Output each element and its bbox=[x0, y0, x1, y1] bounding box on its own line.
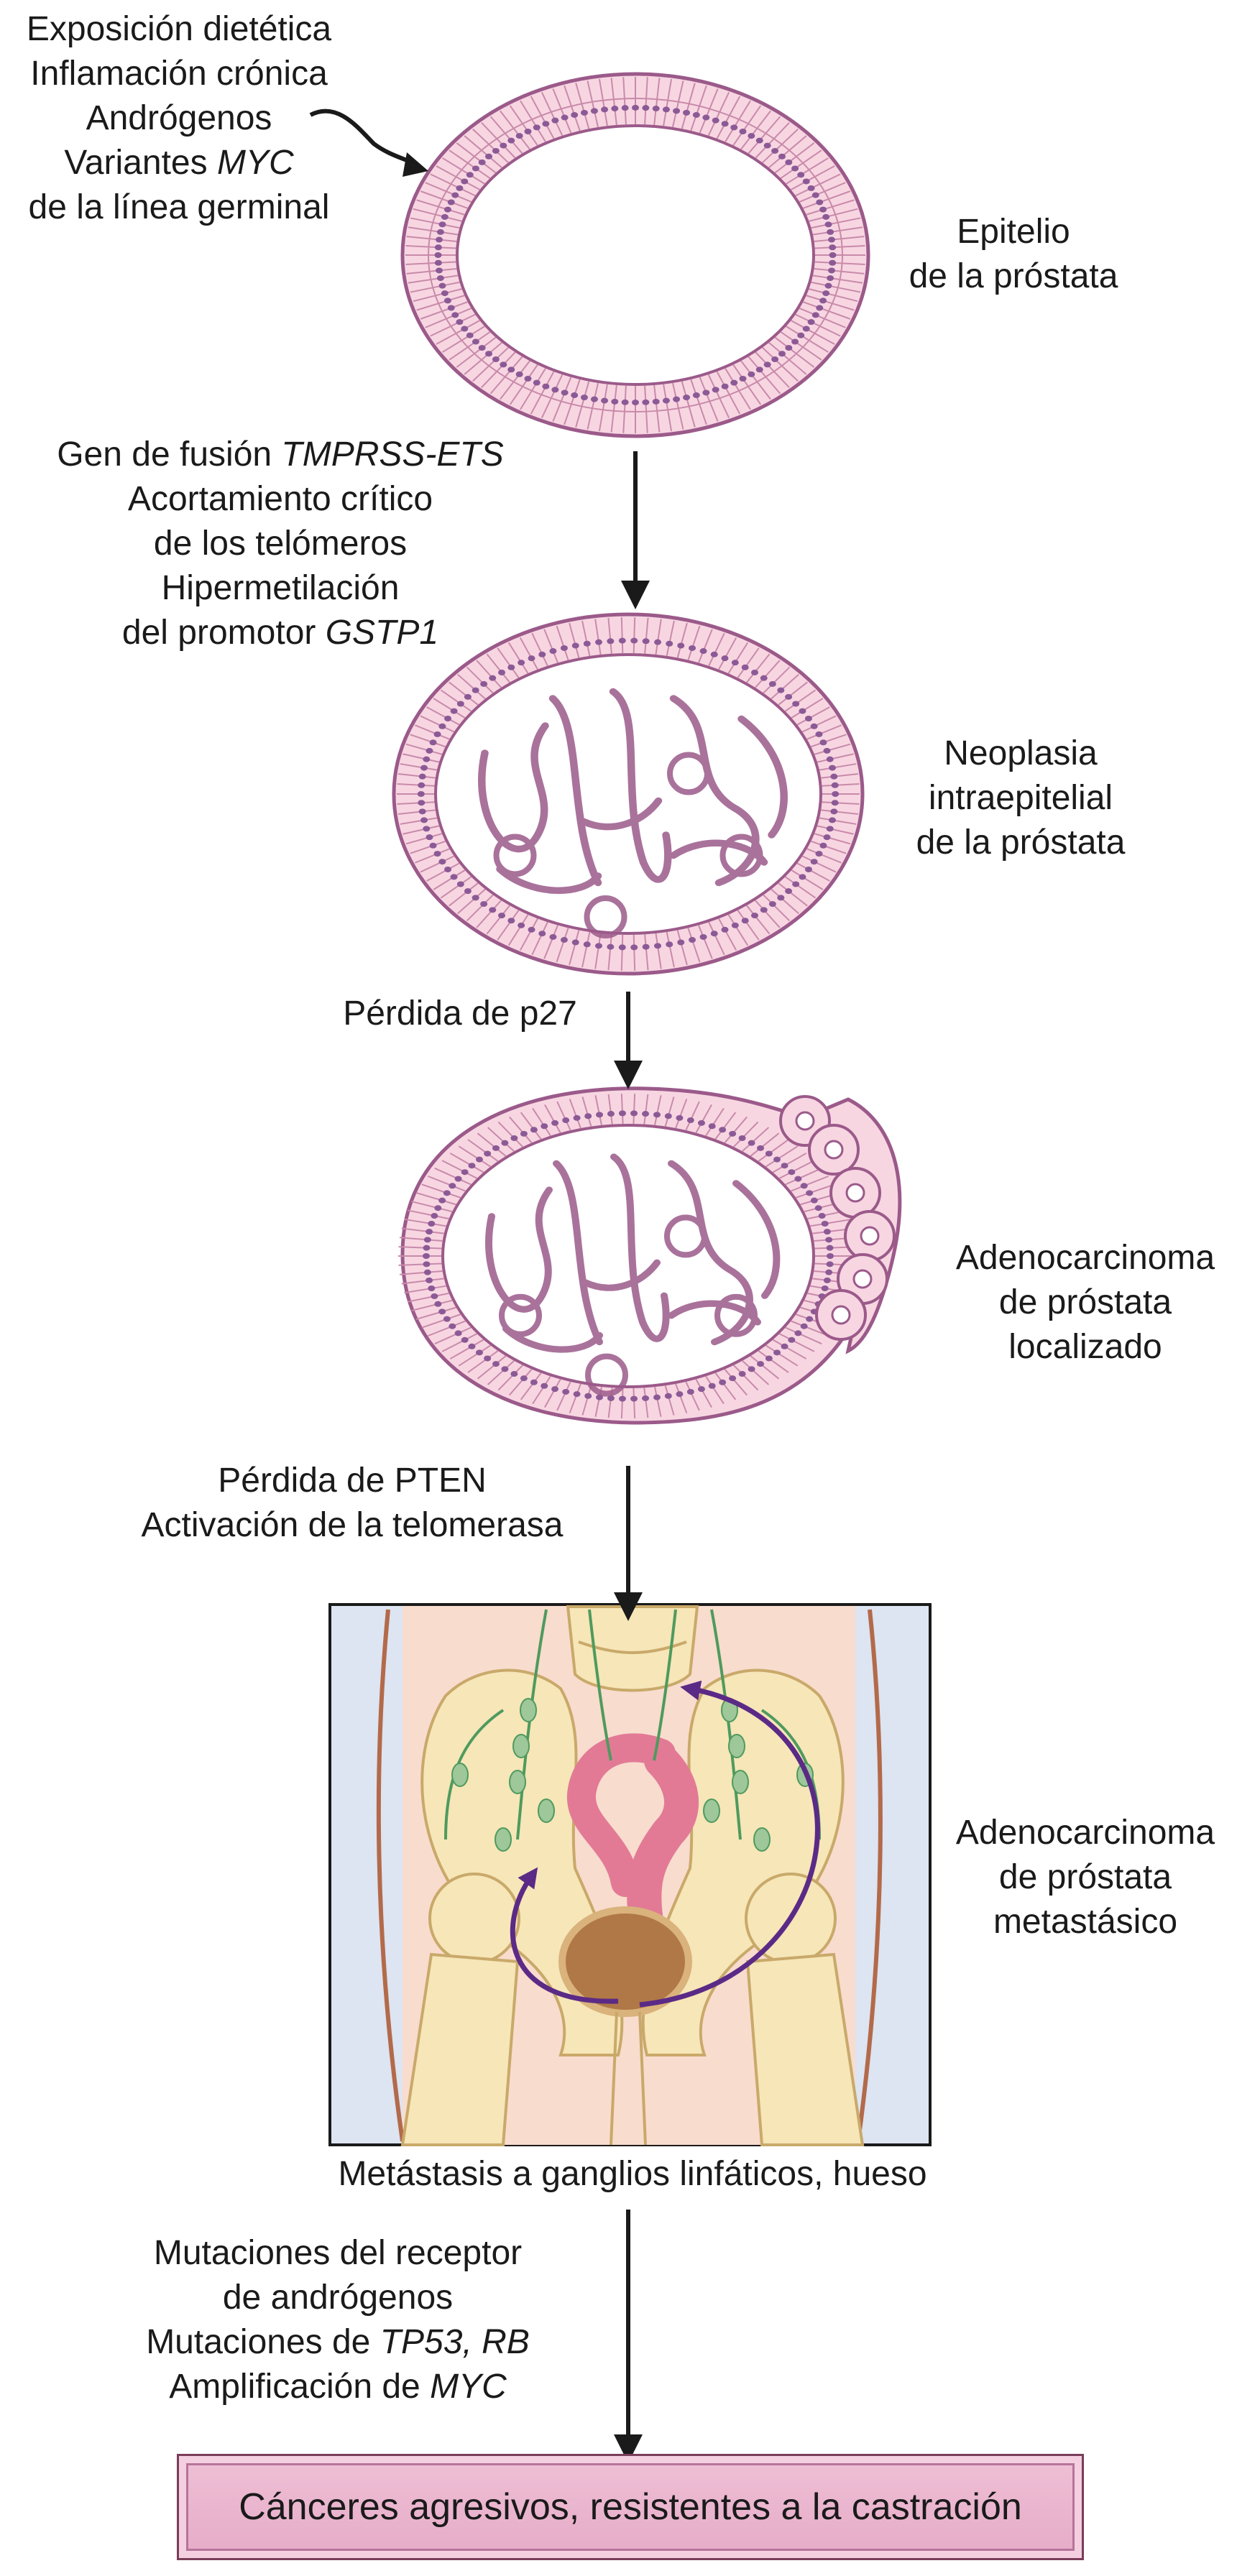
factor-line: Pérdida de PTEN bbox=[101, 1459, 604, 1503]
label-line: Epitelio bbox=[957, 213, 1070, 251]
factor-line: de andrógenos bbox=[101, 2276, 575, 2320]
gene-name: MYC bbox=[216, 144, 294, 182]
factor-text: Variantes bbox=[64, 144, 217, 182]
factor-text: Exposición dietética bbox=[26, 10, 332, 48]
initial-factors: Exposición dietética Inflamación crónica A… bbox=[0, 7, 358, 230]
factor-text: Gen de fusión bbox=[57, 435, 282, 474]
factor-text: Amplificación de bbox=[169, 2368, 431, 2406]
factor-line: Variantes MYC bbox=[0, 141, 358, 185]
factor-text: Hipermetilación bbox=[161, 569, 400, 607]
castration-resistant-box: Cánceres agresivos, resistentes a la cas… bbox=[177, 2454, 1084, 2560]
factor-line: Pérdida de p27 bbox=[302, 992, 618, 1036]
label-line: localizado bbox=[1008, 1328, 1162, 1366]
label-line: intraepitelial bbox=[928, 779, 1113, 817]
final-box-label: Cánceres agresivos, resistentes a la cas… bbox=[239, 2486, 1022, 2528]
arrowheads bbox=[403, 152, 650, 2463]
factor-line: Mutaciones de TP53, RB bbox=[101, 2320, 575, 2365]
metastasis-caption: Metástasis a ganglios linfáticos, hueso bbox=[338, 2155, 927, 2193]
step4-factors: Mutaciones del receptor de andrógenos Muta… bbox=[101, 2231, 575, 2409]
label-line: Adenocarcinoma bbox=[955, 1239, 1215, 1277]
factor-text: Mutaciones del receptor bbox=[153, 2234, 523, 2272]
factor-text: Activación de la telomerasa bbox=[141, 1506, 564, 1544]
normal-epithelium-illustration bbox=[400, 72, 870, 438]
factor-text: Pérdida de p27 bbox=[343, 994, 577, 1033]
label-line: de próstata bbox=[998, 1858, 1172, 1896]
stage-pin-label: Neoplasia intraepitelial de la próstata bbox=[884, 731, 1157, 865]
gene-name: GSTP1 bbox=[325, 614, 439, 652]
gene-name: TP53, RB bbox=[380, 2323, 530, 2361]
label-line: de la próstata bbox=[909, 257, 1118, 295]
gene-name: MYC bbox=[430, 2368, 507, 2406]
label-line: Adenocarcinoma bbox=[955, 1814, 1215, 1852]
gene-name: TMPRSS-ETS bbox=[281, 435, 504, 474]
stage-localized-label: Adenocarcinoma de próstata localizado bbox=[927, 1236, 1243, 1370]
factor-line: Inflamación crónica bbox=[0, 52, 358, 96]
stage-epithelium-label: Epitelio de la próstata bbox=[870, 210, 1157, 299]
label-line: de la próstata bbox=[916, 823, 1126, 862]
factor-line: Andrógenos bbox=[0, 96, 358, 141]
factor-text: Mutaciones de bbox=[146, 2323, 380, 2361]
factor-line: Hipermetilación bbox=[7, 566, 553, 611]
factor-line: Amplificación de MYC bbox=[101, 2365, 575, 2409]
step3-factors: Pérdida de PTEN Activación de la telomera… bbox=[101, 1459, 604, 1548]
factor-text: de la línea germinal bbox=[28, 188, 330, 226]
step2-factors: Pérdida de p27 bbox=[302, 992, 618, 1036]
factor-line: Exposición dietética bbox=[0, 7, 358, 52]
factor-line: Mutaciones del receptor bbox=[101, 2231, 575, 2276]
factor-text: de andrógenos bbox=[222, 2279, 454, 2317]
factor-text: Pérdida de PTEN bbox=[218, 1462, 487, 1500]
factor-line: del promotor GSTP1 bbox=[7, 611, 553, 655]
stage-metastatic-label: Adenocarcinoma de próstata metastásico bbox=[927, 1811, 1243, 1944]
pelvis-metastasis-illustration bbox=[328, 1603, 932, 2146]
factor-line: Gen de fusión TMPRSS-ETS bbox=[7, 433, 553, 477]
factor-text: Acortamiento crítico bbox=[127, 480, 433, 518]
label-line: de próstata bbox=[998, 1283, 1172, 1321]
factor-text: Andrógenos bbox=[86, 99, 272, 137]
flow-arrows bbox=[309, 109, 638, 2436]
factor-text: Inflamación crónica bbox=[30, 55, 328, 93]
factor-text: de los telómeros bbox=[153, 525, 408, 563]
step1-factors: Gen de fusión TMPRSS-ETS Acortamiento crí… bbox=[7, 433, 553, 655]
localized-adenocarcinoma-illustration bbox=[398, 1086, 902, 1425]
label-line: metastásico bbox=[993, 1903, 1178, 1941]
factor-line: de los telómeros bbox=[7, 522, 553, 566]
factor-line: Activación de la telomerasa bbox=[101, 1503, 604, 1548]
factor-line: Acortamiento crítico bbox=[7, 477, 553, 522]
pin-illustration bbox=[392, 612, 865, 976]
label-line: Neoplasia bbox=[944, 734, 1098, 772]
factor-text: del promotor bbox=[121, 614, 326, 652]
factor-line: de la línea germinal bbox=[0, 185, 358, 230]
